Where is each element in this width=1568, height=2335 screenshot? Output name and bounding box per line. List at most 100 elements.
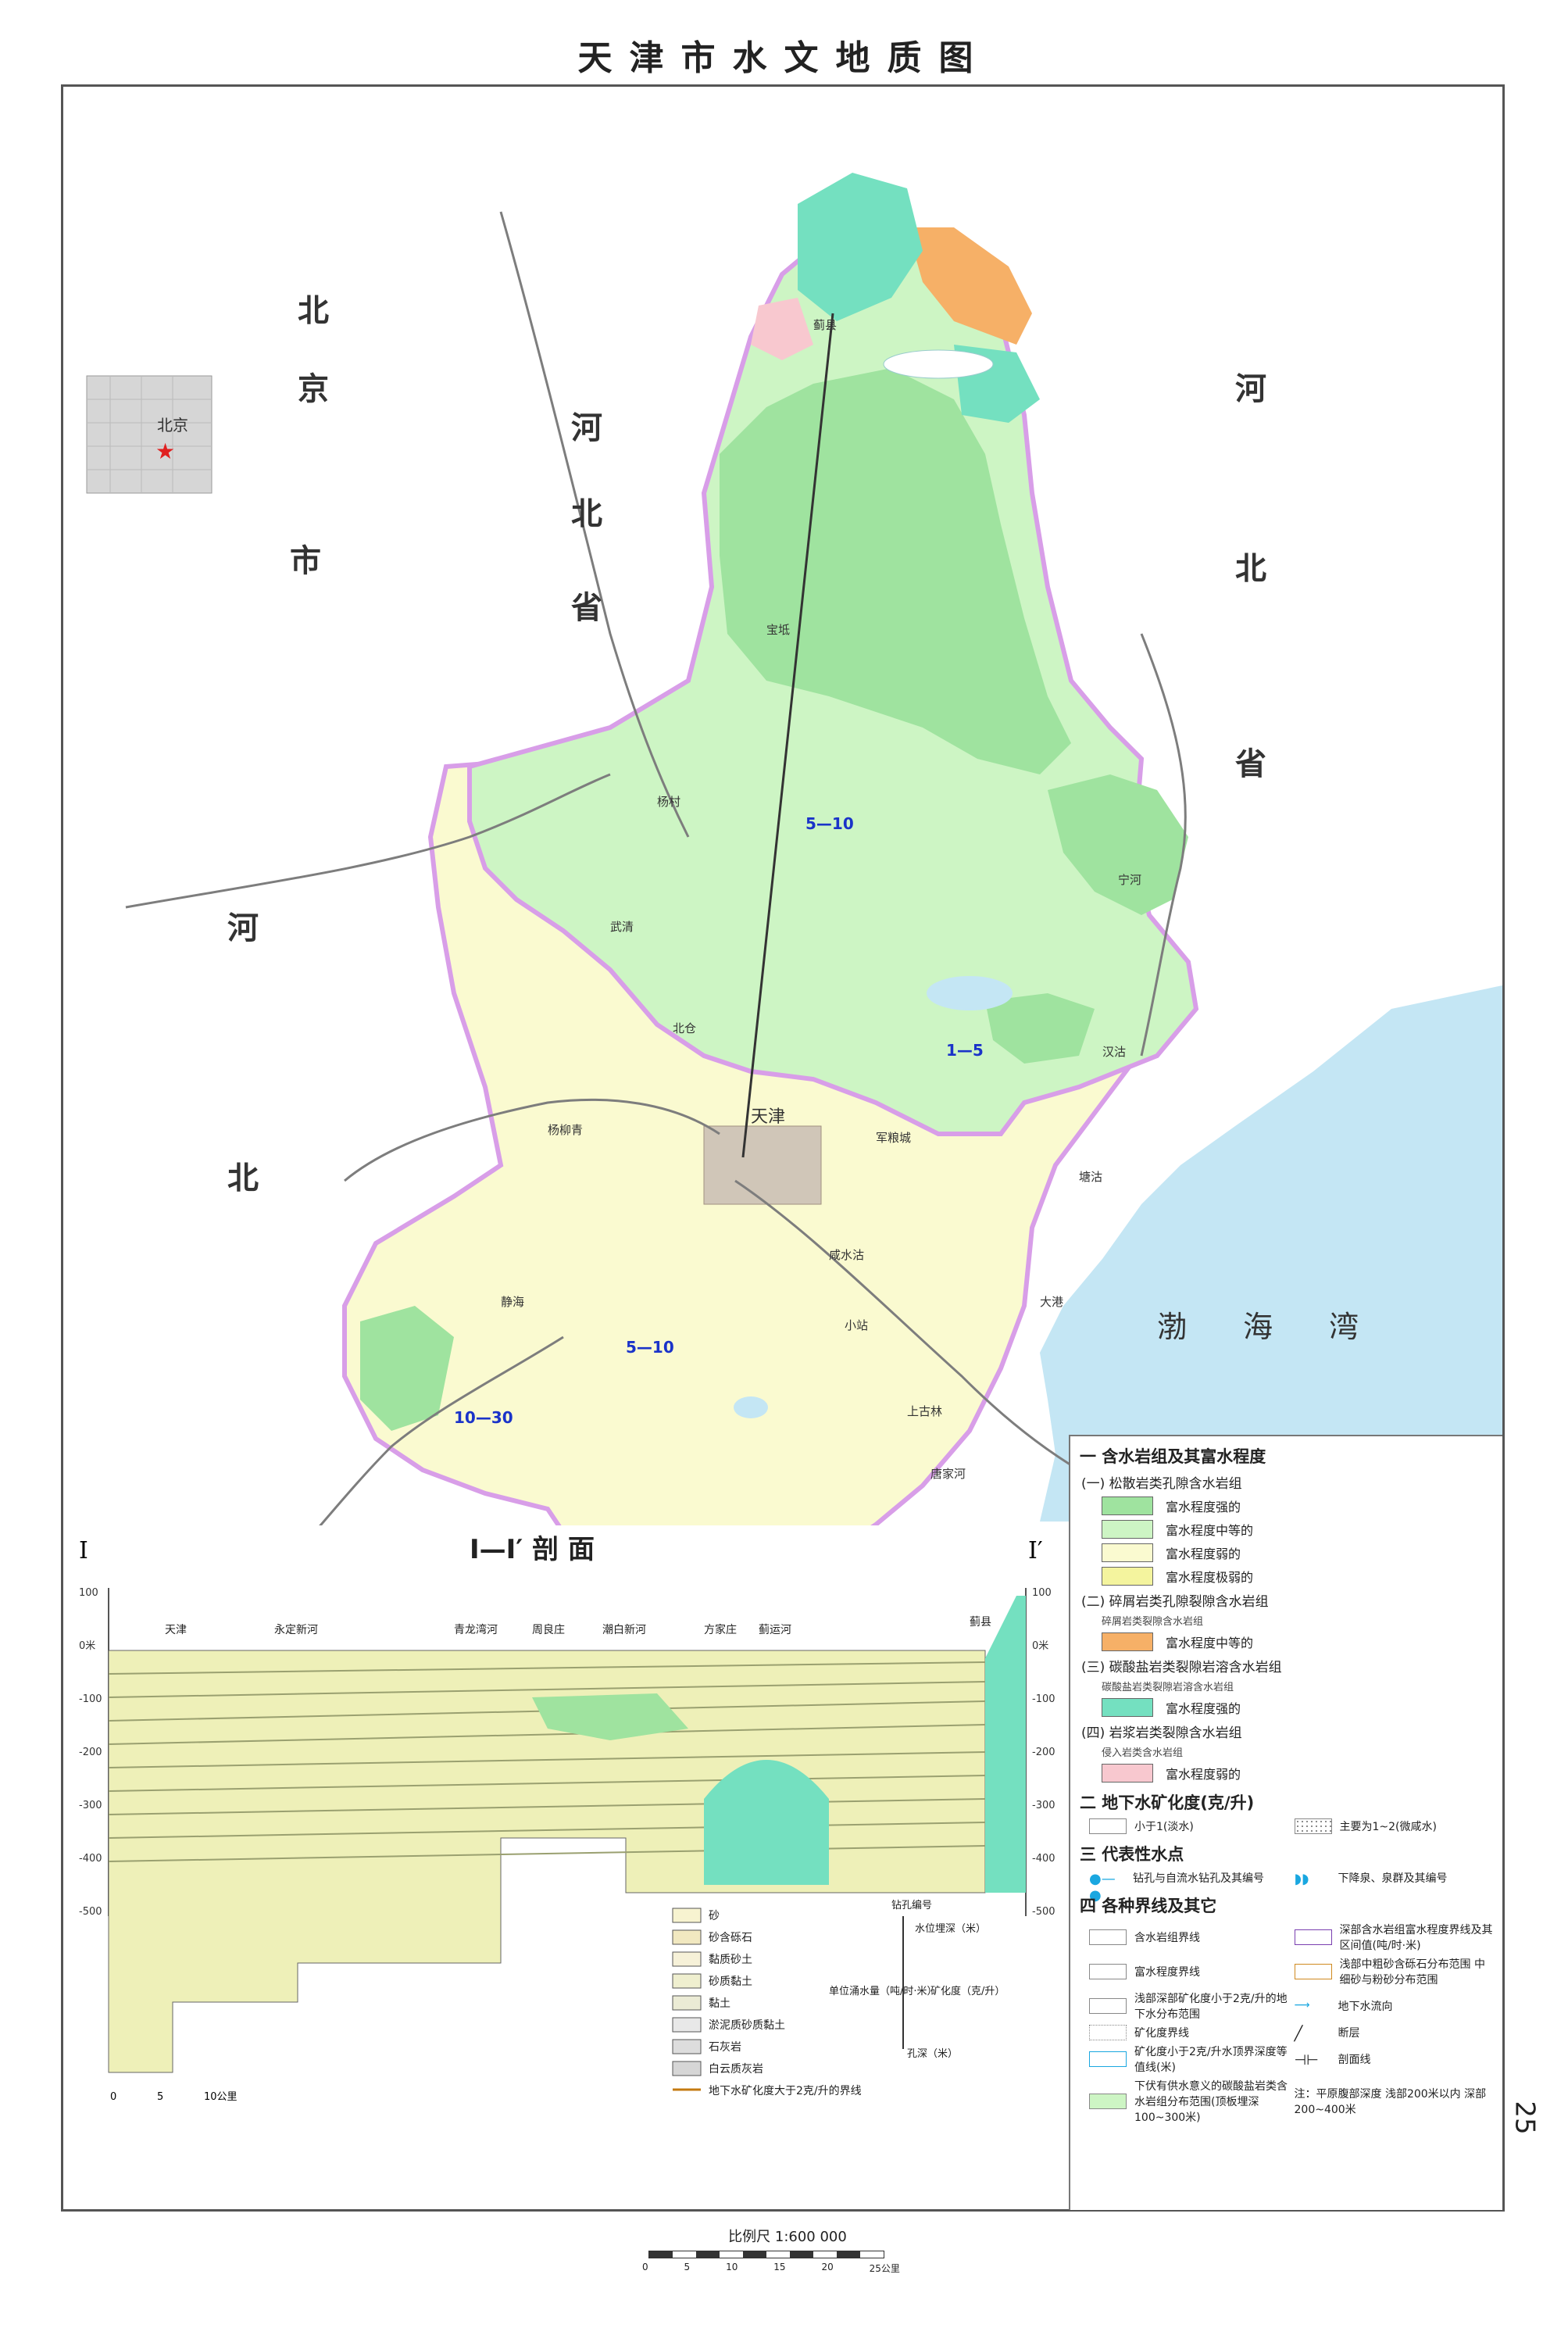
- legend-line-label-10: 下伏有供水意义的碳酸盐岩类含水岩组分布范围(顶板埋深100~300米): [1134, 2080, 1288, 2124]
- city-tianjin: 天津: [751, 1107, 785, 1127]
- zone-strong: [720, 368, 1071, 774]
- legend-brackish: 主要为1~2(微咸水): [1294, 1818, 1495, 1834]
- section-scale-5: 5: [157, 2091, 163, 2103]
- depth-contour-icon: [1089, 2051, 1127, 2067]
- scale-bar: [648, 2251, 884, 2258]
- region-label-bei2: 北: [571, 496, 602, 532]
- section-line: [741, 313, 834, 1158]
- city-dagang: 大港: [1040, 1295, 1063, 1309]
- lith-clay: 黏土: [709, 1997, 730, 2010]
- tianjin-urban: [703, 1125, 822, 1205]
- legend-line-8: 矿化度小于2克/升水顶界深度等值线(米): [1089, 2044, 1290, 2075]
- sea-label: 渤 海 湾: [1157, 1310, 1382, 1344]
- legend-row-very-weak: 富水程度极弱的: [1102, 1567, 1502, 1586]
- axis-left-m200: -200: [79, 1747, 102, 1758]
- swatch-clastic: [1102, 1632, 1153, 1651]
- legend-sub-4: (四) 岩浆岩类裂隙含水岩组: [1081, 1725, 1242, 1741]
- scale-tick-20: 20: [821, 2262, 834, 2272]
- axis-left-m400: -400: [79, 1853, 102, 1865]
- legend-label-bedrock: 富水程度弱的: [1166, 1767, 1241, 1782]
- section-line-icon: ⊣⊢: [1294, 2052, 1330, 2069]
- city-ninghe: 宁河: [1118, 873, 1141, 887]
- lith-limestone: 石灰岩: [709, 2041, 741, 2054]
- city-hangu: 汉沽: [1102, 1045, 1126, 1059]
- legend-label-strong: 富水程度强的: [1166, 1500, 1241, 1514]
- legend-line-label-8: 矿化度小于2克/升水顶界深度等值线(米): [1134, 2046, 1288, 2074]
- fresh-water-range-icon: [1089, 1998, 1127, 2014]
- axis-right-m400: -400: [1032, 1853, 1055, 1865]
- zone-label-4: 10—30: [454, 1408, 513, 1427]
- swatch-medium: [1102, 1520, 1153, 1539]
- zone-label-1: 1—5: [946, 1041, 984, 1060]
- well-legend-level: 水位埋深（米）: [915, 1923, 986, 1935]
- legend-row-bedrock: 富水程度弱的: [1102, 1764, 1502, 1783]
- scale-ticks: 0 5 10 15 20 25公里: [642, 2262, 900, 2275]
- axis-left-0: 0米: [79, 1640, 95, 1652]
- section-scale-0: 0: [110, 2091, 116, 2103]
- city-wuqing: 武清: [610, 920, 634, 934]
- bohai-sea: [1040, 985, 1502, 1522]
- city-jinghai: 静海: [501, 1295, 524, 1309]
- zone-label-3: 5—10: [626, 1338, 674, 1357]
- axis-right-m300: -300: [1032, 1800, 1055, 1811]
- lith-dolomitic-limestone: 白云质灰岩: [709, 2063, 763, 2076]
- legend-row-weak: 富水程度弱的: [1102, 1543, 1502, 1562]
- section-title: I—I′ 剖 面: [470, 1534, 595, 1565]
- brackish-swatch: [1294, 1818, 1332, 1834]
- region-label-he-east: 河: [1235, 371, 1266, 407]
- legend-heading-3: 三 代表性水点: [1080, 1845, 1184, 1864]
- legend-line-label-5: 地下水流向: [1338, 2001, 1393, 2013]
- axis-right-100: 100: [1032, 1587, 1052, 1599]
- station-chaobaixinhe: 潮白新河: [602, 1624, 646, 1636]
- legend-points-grid: ●—● 钻孔与自流水钻孔及其编号 ◗◗ 下降泉、泉群及其编号: [1089, 1870, 1495, 1904]
- legend-line-6: 矿化度界线: [1089, 2025, 1290, 2040]
- legend-line-1: 深部含水岩组富水程度界线及其区间值(吨/时·米): [1294, 1922, 1495, 1953]
- legend-label-spring: 下降泉、泉群及其编号: [1338, 1872, 1448, 1885]
- legend-sub-3: (三) 碳酸盐岩类裂隙岩溶含水岩组: [1081, 1660, 1282, 1675]
- legend-line-5: ⟶ 地下水流向: [1294, 1990, 1495, 2022]
- sand-distribution-icon: [1294, 1964, 1332, 1979]
- axis-left-m500: -500: [79, 1906, 102, 1918]
- city-beicang: 北仓: [673, 1021, 696, 1035]
- legend-row-medium: 富水程度中等的: [1102, 1520, 1502, 1539]
- city-jixian: 蓟县: [813, 318, 837, 332]
- well-icon: ●—●: [1089, 1871, 1125, 1904]
- fresh-swatch: [1089, 1818, 1127, 1834]
- scale-tick-25: 25公里: [869, 2263, 900, 2274]
- scale-tick-0: 0: [642, 2262, 648, 2272]
- legend-note: 注：平原腹部深度 浅部200米以内 深部200~400米: [1295, 2078, 1495, 2125]
- legend-row-carbonate: 富水程度强的: [1102, 1698, 1502, 1717]
- legend-line-7: ╱ 断层: [1294, 2025, 1495, 2042]
- city-yangliuqing: 杨柳青: [548, 1123, 583, 1137]
- station-jiyunhe: 蓟运河: [759, 1624, 791, 1636]
- swatch-weak: [1102, 1543, 1153, 1562]
- lith-clayey-sand: 黏质砂土: [709, 1954, 752, 1966]
- region-label-jing: 京: [298, 371, 329, 407]
- legend-line-4: 浅部深部矿化度小于2克/升的地下水分布范围: [1089, 1990, 1290, 2022]
- carbonate-underlying-icon: [1089, 2094, 1127, 2109]
- yuqiao-reservoir: [883, 349, 994, 379]
- legend-line-label-9: 剖面线: [1338, 2054, 1371, 2066]
- legend-line-label-7: 断层: [1338, 2027, 1360, 2040]
- map-title: 天津市水文地质图: [577, 38, 991, 78]
- city-junliangcheng: 军粮城: [876, 1131, 911, 1145]
- salinity-boundary-icon: [1089, 2025, 1127, 2040]
- spring-icon: ◗◗: [1294, 1871, 1330, 1887]
- richness-boundary-icon: [1089, 1964, 1127, 1979]
- region-label-sheng: 省: [571, 590, 602, 626]
- axis-left-m300: -300: [79, 1800, 102, 1811]
- aquifer-boundary-icon: [1089, 1929, 1127, 1945]
- legend-line-9: ⊣⊢ 剖面线: [1294, 2044, 1495, 2075]
- legend-lines-grid: 含水岩组界线 深部含水岩组富水程度界线及其区间值(吨/时·米) 富水程度界线 浅…: [1089, 1922, 1495, 2125]
- station-yongdingxinhe: 永定新河: [274, 1624, 318, 1636]
- legend-line-label-0: 含水岩组界线: [1134, 1932, 1200, 1944]
- beijing-urban: [86, 375, 213, 494]
- legend-label-weak: 富水程度弱的: [1166, 1547, 1241, 1561]
- section-right-mark: I′: [1028, 1537, 1043, 1564]
- legend-label-carbonate: 富水程度强的: [1166, 1701, 1241, 1716]
- axis-right-0: 0米: [1032, 1640, 1048, 1652]
- well-legend-no: 钻孔编号: [891, 1900, 932, 1911]
- legend-line-2: 富水程度界线: [1089, 1956, 1290, 1987]
- lith-salinity-line: 地下水矿化度大于2克/升的界线: [709, 2085, 862, 2097]
- city-shangulin: 上古林: [907, 1404, 942, 1418]
